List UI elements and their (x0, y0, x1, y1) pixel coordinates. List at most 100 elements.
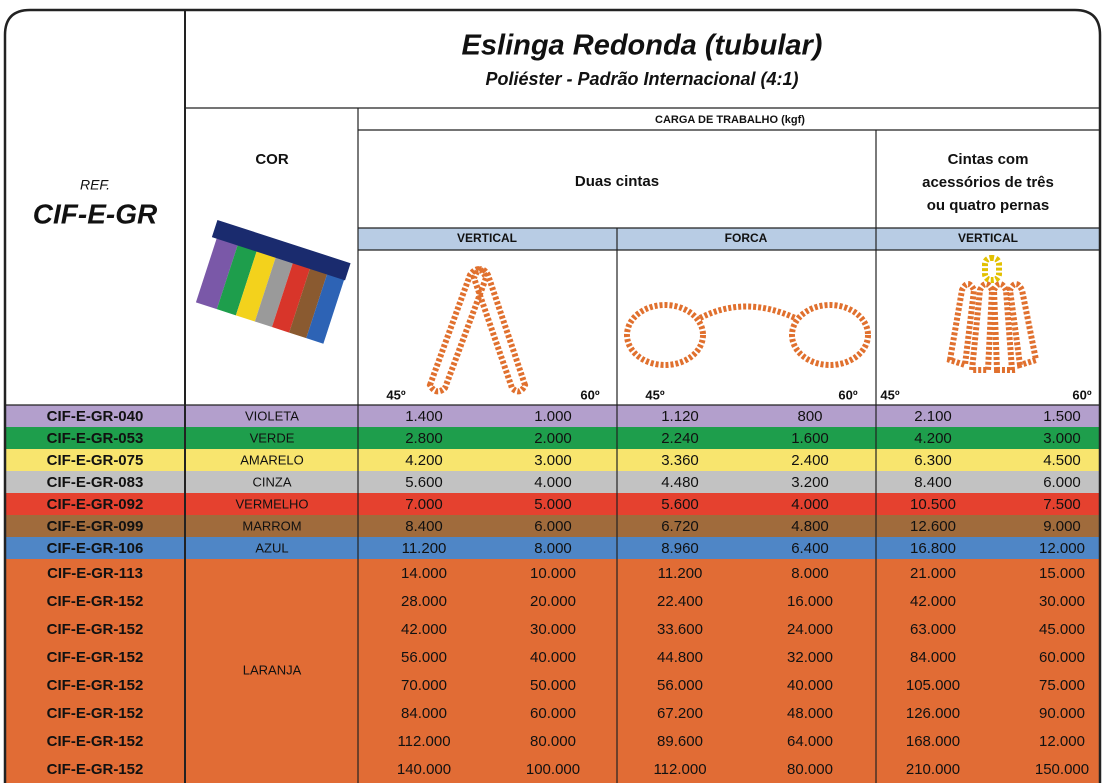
ref-cell: CIF-E-GR-083 (47, 474, 144, 491)
value-cell: 210.000 (906, 761, 960, 778)
title: Eslinga Redonda (tubular) (462, 30, 823, 62)
value-cell: 24.000 (787, 621, 833, 638)
value-cell: 40.000 (530, 649, 576, 666)
ref-label: REF. (80, 177, 110, 193)
value-cell: 84.000 (401, 705, 447, 722)
value-cell: 70.000 (401, 677, 447, 694)
sling (946, 281, 978, 370)
grid (5, 10, 1100, 783)
sling (624, 302, 706, 368)
value-cell: 4.000 (534, 474, 572, 491)
color-cell: VERMELHO (236, 496, 309, 511)
angle: 60º (838, 387, 857, 402)
ref-cell: CIF-E-GR-152 (47, 733, 144, 750)
row-bg (5, 587, 1100, 615)
value-cell: 4.500 (1043, 452, 1081, 469)
photo-strip (195, 235, 239, 310)
value-cell: 50.000 (530, 677, 576, 694)
value-cell: 4.000 (791, 496, 829, 513)
value-cell: 6.000 (1043, 474, 1081, 491)
row-bg (5, 537, 1100, 559)
value-cell: 4.480 (661, 474, 699, 491)
value-cell: 4.200 (914, 430, 952, 447)
sling (1006, 281, 1040, 369)
color-cell: LARANJA (243, 662, 302, 677)
value-cell: 7.500 (1043, 496, 1081, 513)
mode: VERTICAL (958, 231, 1018, 245)
color-cell: CINZA (253, 474, 292, 489)
sling (698, 303, 797, 321)
outer-border (3, 8, 1102, 783)
value-cell: 8.960 (661, 540, 699, 557)
tres-quatro: Cintas com (948, 151, 1029, 168)
value-cell: 12.600 (910, 518, 956, 535)
value-cell: 42.000 (401, 621, 447, 638)
value-cell: 2.000 (534, 430, 572, 447)
value-cell: 40.000 (787, 677, 833, 694)
value-cell: 90.000 (1039, 705, 1085, 722)
value-cell: 126.000 (906, 705, 960, 722)
value-cell: 20.000 (530, 593, 576, 610)
row-bg (5, 405, 1100, 427)
value-cell: 10.000 (530, 565, 576, 582)
ref-cell: CIF-E-GR-099 (47, 518, 144, 535)
angle: 45º (880, 387, 899, 402)
tres-quatro: ou quatro pernas (927, 197, 1050, 214)
value-cell: 12.000 (1039, 540, 1085, 557)
sling (789, 302, 871, 368)
color-cell: MARROM (242, 518, 301, 533)
value-cell: 4.200 (405, 452, 443, 469)
value-cell: 6.300 (914, 452, 952, 469)
subtitle: Poliéster - Padrão Internacional (4:1) (485, 69, 798, 89)
value-cell: 56.000 (657, 677, 703, 694)
value-cell: 3.360 (661, 452, 699, 469)
sling-drawings (426, 255, 1040, 395)
value-cell: 800 (797, 408, 822, 425)
value-cell: 1.120 (661, 408, 699, 425)
value-cell: 10.500 (910, 496, 956, 513)
ref-cell: CIF-E-GR-106 (47, 540, 144, 557)
photo-strip (306, 271, 345, 344)
value-cell: 48.000 (787, 705, 833, 722)
tres-quatro: acessórios de três (922, 174, 1054, 191)
sling (426, 266, 490, 395)
row-bg (5, 559, 1100, 587)
ring (982, 255, 1002, 283)
photo-strip (235, 248, 277, 322)
ref-cell: CIF-E-GR-113 (47, 565, 143, 582)
mode: FORCA (725, 231, 768, 245)
value-cell: 6.400 (791, 540, 829, 557)
value-cell: 3.000 (534, 452, 572, 469)
ref-cell: CIF-E-GR-152 (47, 761, 144, 778)
photo-strip (289, 266, 328, 339)
value-cell: 5.000 (534, 496, 572, 513)
ref-cell: CIF-E-GR-152 (47, 705, 144, 722)
value-cell: 100.000 (526, 761, 580, 778)
value-cell: 64.000 (787, 733, 833, 750)
value-cell: 11.200 (658, 565, 703, 582)
value-cell: 45.000 (1039, 621, 1085, 638)
cor-header: COR (255, 151, 289, 168)
value-cell: 112.000 (653, 761, 706, 778)
color-cell: AZUL (255, 540, 288, 555)
row-bg (5, 643, 1100, 671)
value-cell: 89.600 (657, 733, 703, 750)
value-cell: 42.000 (910, 593, 956, 610)
angle: 60º (580, 387, 599, 402)
value-cell: 60.000 (1039, 649, 1085, 666)
row-bg (5, 427, 1100, 449)
ref-cell: CIF-E-GR-075 (47, 452, 144, 469)
value-cell: 6.720 (661, 518, 699, 535)
value-cell: 1.500 (1043, 408, 1081, 425)
value-cell: 44.800 (657, 649, 703, 666)
duas-cintas: Duas cintas (575, 173, 659, 190)
sling (990, 281, 1016, 373)
value-cell: 168.000 (906, 733, 960, 750)
value-cell: 6.000 (534, 518, 572, 535)
value-cell: 2.800 (405, 430, 443, 447)
ref-cell: CIF-E-GR-152 (47, 593, 144, 610)
value-cell: 75.000 (1039, 677, 1085, 694)
ref-cell: CIF-E-GR-040 (47, 408, 144, 425)
ref-cell: CIF-E-GR-092 (47, 496, 144, 513)
